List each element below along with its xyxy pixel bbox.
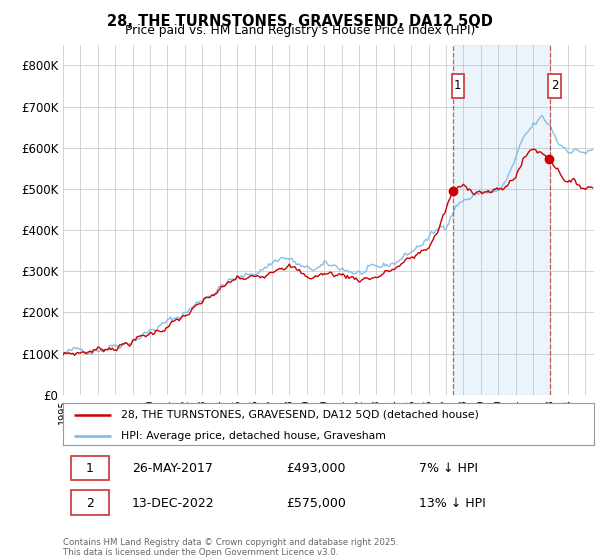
Text: Price paid vs. HM Land Registry's House Price Index (HPI): Price paid vs. HM Land Registry's House …: [125, 24, 475, 37]
Text: HPI: Average price, detached house, Gravesham: HPI: Average price, detached house, Grav…: [121, 431, 386, 441]
Text: 28, THE TURNSTONES, GRAVESEND, DA12 5QD: 28, THE TURNSTONES, GRAVESEND, DA12 5QD: [107, 14, 493, 29]
Text: £575,000: £575,000: [286, 497, 346, 510]
Text: 1: 1: [454, 80, 461, 92]
Bar: [453, 45, 550, 395]
Text: 2: 2: [86, 497, 94, 510]
Text: Contains HM Land Registry data © Crown copyright and database right 2025.
This d: Contains HM Land Registry data © Crown c…: [63, 538, 398, 557]
Bar: [71, 491, 109, 515]
Bar: [452, 73, 464, 99]
Text: 26-MAY-2017: 26-MAY-2017: [132, 462, 213, 475]
Text: 7% ↓ HPI: 7% ↓ HPI: [419, 462, 478, 475]
Text: 2: 2: [551, 80, 558, 92]
Bar: [71, 455, 109, 480]
Text: 28, THE TURNSTONES, GRAVESEND, DA12 5QD (detached house): 28, THE TURNSTONES, GRAVESEND, DA12 5QD …: [121, 410, 479, 420]
Text: 13% ↓ HPI: 13% ↓ HPI: [419, 497, 485, 510]
Text: 13-DEC-2022: 13-DEC-2022: [132, 497, 215, 510]
Bar: [548, 73, 560, 99]
Text: 1: 1: [86, 462, 94, 475]
Text: £493,000: £493,000: [286, 462, 346, 475]
